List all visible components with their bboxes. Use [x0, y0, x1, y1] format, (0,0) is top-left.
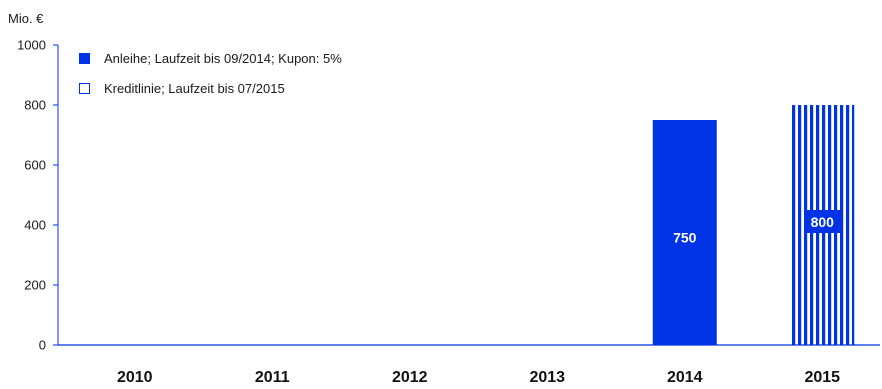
- x-tick-label: 2011: [255, 369, 290, 386]
- x-tick-label: 2012: [392, 369, 428, 386]
- y-tick-label: 400: [24, 218, 46, 233]
- x-tick-label: 2013: [529, 369, 565, 386]
- y-tick-label: 0: [39, 338, 46, 353]
- legend-label: Anleihe; Laufzeit bis 09/2014; Kupon: 5%: [104, 51, 342, 66]
- y-axis-unit-label: Mio. €: [8, 11, 44, 26]
- data-label-background: [804, 210, 841, 233]
- data-label-2014: 750: [673, 230, 697, 246]
- data-label-2015: 800: [811, 214, 835, 230]
- bars: 750 800: [652, 105, 855, 345]
- legend-label: Kreditlinie; Laufzeit bis 07/2015: [104, 81, 285, 96]
- bar-2014: [652, 120, 717, 345]
- legend-swatch: [79, 83, 90, 94]
- x-axis: 2010 2011 2012 2013 2014 2015: [58, 344, 880, 386]
- y-tick-label: 800: [24, 98, 46, 113]
- y-tick-label: 600: [24, 158, 46, 173]
- legend-swatch: [79, 53, 90, 64]
- y-tick-label: 1000: [17, 38, 46, 53]
- y-axis: 0 200 400 600 800 1000: [17, 38, 59, 353]
- x-tick-label: 2015: [804, 369, 840, 386]
- x-tick-label: 2014: [667, 369, 703, 386]
- x-tick-label: 2010: [117, 369, 153, 386]
- legend: Anleihe; Laufzeit bis 09/2014; Kupon: 5%…: [79, 51, 342, 96]
- y-tick-label: 200: [24, 278, 46, 293]
